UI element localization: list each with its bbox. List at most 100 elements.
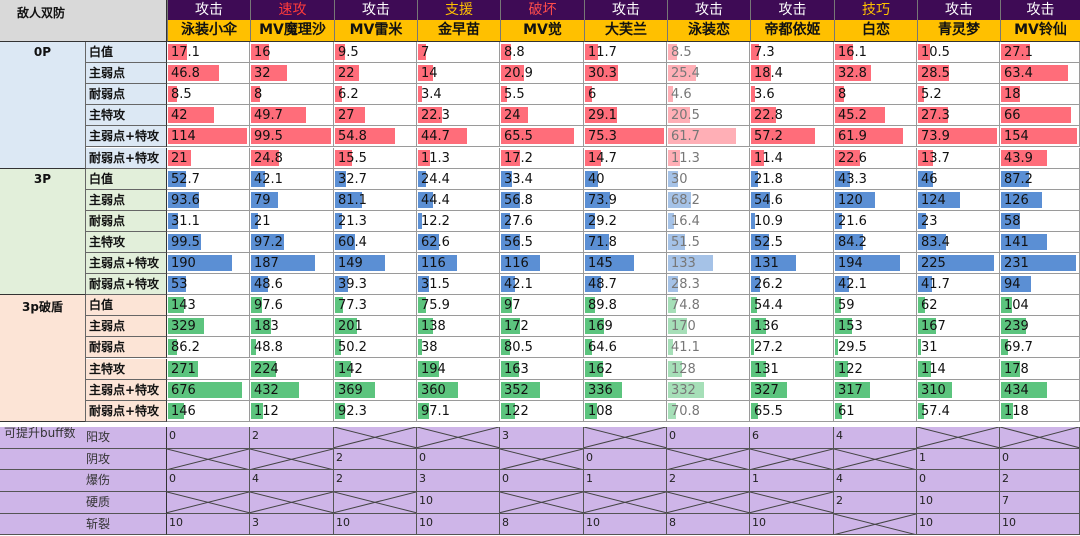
data-cell[interactable]: 21 [167, 147, 250, 169]
data-cell[interactable]: 162 [584, 358, 667, 380]
buff-cell[interactable] [250, 492, 334, 514]
data-cell[interactable]: 44.7 [417, 126, 500, 148]
data-cell[interactable]: 18 [1000, 84, 1080, 106]
data-cell[interactable]: 329 [167, 316, 250, 338]
row-label[interactable]: 白值 [86, 295, 167, 317]
data-cell[interactable]: 6 [584, 84, 667, 106]
data-cell[interactable]: 183 [250, 316, 334, 338]
data-cell[interactable]: 122 [834, 358, 917, 380]
buff-cell[interactable]: 0 [584, 448, 667, 471]
data-cell[interactable]: 22 [334, 63, 417, 85]
data-cell[interactable]: 128 [667, 358, 750, 380]
row-label[interactable]: 耐弱点 [86, 210, 167, 232]
row-label[interactable]: 主弱点 [86, 63, 167, 85]
data-cell[interactable]: 70.8 [667, 400, 750, 422]
data-cell[interactable]: 75.9 [417, 295, 500, 317]
row-label[interactable]: 白值 [86, 42, 167, 64]
data-cell[interactable]: 676 [167, 379, 250, 401]
data-cell[interactable]: 146 [167, 400, 250, 422]
data-cell[interactable]: 57.4 [917, 400, 1000, 422]
character-header[interactable]: 泳装恋 [667, 20, 750, 42]
data-cell[interactable]: 52.7 [167, 168, 250, 190]
data-cell[interactable]: 27.2 [750, 337, 834, 359]
data-cell[interactable]: 8 [250, 84, 334, 106]
data-cell[interactable]: 66 [1000, 105, 1080, 127]
data-cell[interactable]: 271 [167, 358, 250, 380]
buff-cell[interactable]: 1 [917, 448, 1000, 471]
data-cell[interactable]: 104 [1000, 295, 1080, 317]
data-cell[interactable]: 94 [1000, 274, 1080, 296]
buff-cell[interactable] [167, 448, 250, 471]
data-cell[interactable]: 56.8 [500, 189, 584, 211]
data-cell[interactable]: 126 [1000, 189, 1080, 211]
row-label[interactable]: 耐弱点+特攻 [86, 274, 167, 296]
role-header[interactable]: 破坏 [500, 0, 584, 20]
buff-row-label[interactable]: 硬质 [0, 492, 167, 514]
data-cell[interactable]: 31 [917, 337, 1000, 359]
data-cell[interactable]: 73.9 [584, 189, 667, 211]
data-cell[interactable]: 22.8 [750, 105, 834, 127]
buff-cell[interactable]: 10 [917, 513, 1000, 536]
character-header[interactable]: MV魔理沙 [250, 20, 334, 42]
data-cell[interactable]: 131 [750, 253, 834, 275]
buff-cell[interactable]: 3 [500, 427, 584, 449]
data-cell[interactable]: 54.8 [334, 126, 417, 148]
buff-cell[interactable]: 2 [334, 470, 417, 493]
buff-cell[interactable]: 10 [584, 513, 667, 536]
data-cell[interactable]: 27.1 [1000, 42, 1080, 64]
data-cell[interactable]: 54.6 [750, 189, 834, 211]
data-cell[interactable]: 22.3 [417, 105, 500, 127]
buff-cell[interactable] [250, 448, 334, 471]
data-cell[interactable]: 73.9 [917, 126, 1000, 148]
buff-cell[interactable]: 1 [584, 470, 667, 493]
data-cell[interactable]: 432 [250, 379, 334, 401]
data-cell[interactable]: 65.5 [750, 400, 834, 422]
buff-cell[interactable]: 6 [750, 427, 834, 449]
data-cell[interactable]: 33.4 [500, 168, 584, 190]
buff-cell[interactable]: 2 [667, 470, 750, 493]
data-cell[interactable]: 25.4 [667, 63, 750, 85]
data-cell[interactable]: 434 [1000, 379, 1080, 401]
data-cell[interactable]: 10.5 [917, 42, 1000, 64]
data-cell[interactable]: 6.2 [334, 84, 417, 106]
data-cell[interactable]: 29.2 [584, 210, 667, 232]
data-cell[interactable]: 16.4 [667, 210, 750, 232]
data-cell[interactable]: 29.5 [834, 337, 917, 359]
row-label[interactable]: 主弱点+特攻 [86, 379, 167, 401]
data-cell[interactable]: 89.8 [584, 295, 667, 317]
buff-cell[interactable] [334, 427, 417, 449]
data-cell[interactable]: 79 [250, 189, 334, 211]
buff-cell[interactable]: 0 [500, 470, 584, 493]
data-cell[interactable]: 77.3 [334, 295, 417, 317]
data-cell[interactable]: 31.1 [167, 210, 250, 232]
data-cell[interactable]: 149 [334, 253, 417, 275]
row-label[interactable]: 耐弱点+特攻 [86, 400, 167, 422]
row-label[interactable]: 主弱点+特攻 [86, 253, 167, 275]
data-cell[interactable]: 310 [917, 379, 1000, 401]
role-header[interactable]: 攻击 [1000, 0, 1080, 20]
character-header[interactable]: MV觉 [500, 20, 584, 42]
data-cell[interactable]: 48.7 [584, 274, 667, 296]
data-cell[interactable]: 8.8 [500, 42, 584, 64]
data-cell[interactable]: 13.7 [917, 147, 1000, 169]
data-cell[interactable]: 43.9 [1000, 147, 1080, 169]
data-cell[interactable]: 63.4 [1000, 63, 1080, 85]
data-cell[interactable]: 142 [334, 358, 417, 380]
data-cell[interactable]: 32 [250, 63, 334, 85]
buff-cell[interactable]: 10 [334, 513, 417, 536]
data-cell[interactable]: 61 [834, 400, 917, 422]
buff-cell[interactable]: 3 [417, 470, 500, 493]
row-label[interactable]: 主弱点 [86, 316, 167, 338]
role-header[interactable]: 攻击 [917, 0, 1000, 20]
data-cell[interactable]: 23 [917, 210, 1000, 232]
data-cell[interactable]: 97.1 [417, 400, 500, 422]
data-cell[interactable]: 9.5 [334, 42, 417, 64]
data-cell[interactable]: 61.7 [667, 126, 750, 148]
data-cell[interactable]: 17.2 [500, 147, 584, 169]
data-cell[interactable]: 14 [417, 63, 500, 85]
data-cell[interactable]: 145 [584, 253, 667, 275]
data-cell[interactable]: 3.4 [417, 84, 500, 106]
group-label[interactable]: 3p破盾 [0, 295, 86, 422]
data-cell[interactable]: 231 [1000, 253, 1080, 275]
data-cell[interactable]: 5.2 [917, 84, 1000, 106]
